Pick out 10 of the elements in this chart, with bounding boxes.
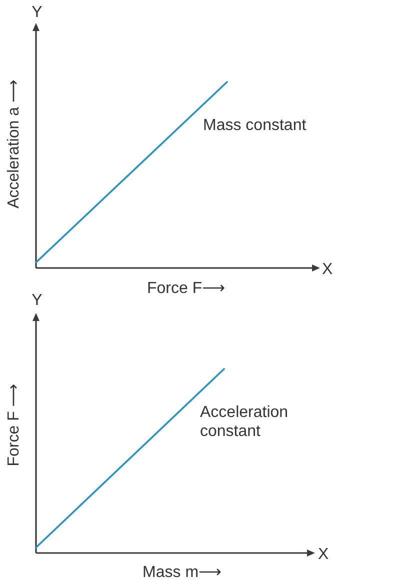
x-axis-title: Force F⟶ xyxy=(146,280,226,297)
series-label: Mass constant xyxy=(203,117,307,134)
text: Y xyxy=(32,292,43,309)
y-axis-title: Acceleration a ⟶ xyxy=(6,80,22,208)
y-axis-title: Force F ⟶ xyxy=(6,384,22,466)
series-label: Acceleration constant xyxy=(200,404,288,440)
text: X xyxy=(318,546,329,563)
text: Y xyxy=(32,4,43,21)
x-axis-title: Mass m⟶ xyxy=(142,564,222,581)
text: X xyxy=(322,261,333,278)
